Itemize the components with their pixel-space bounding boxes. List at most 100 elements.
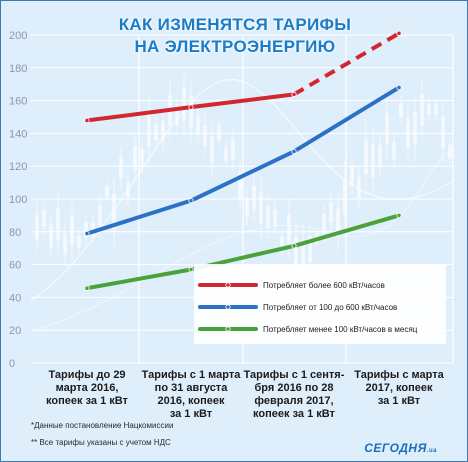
x-tick-label: Тарифы с марта 2017, копеек за 1 кВт	[347, 369, 451, 408]
candle-body	[343, 178, 347, 214]
candle-body	[364, 139, 368, 175]
candle-body	[392, 142, 396, 160]
candle-body	[420, 94, 424, 127]
candle-body	[434, 103, 438, 115]
candle-body	[196, 116, 200, 134]
chart-lines	[84, 30, 402, 291]
x-tick-label-line: за 1 кВт	[169, 408, 213, 420]
candle-body	[182, 87, 186, 122]
candle-body	[385, 112, 389, 144]
x-tick-label-line: Тарифы с 1 сентя-	[243, 369, 345, 381]
candle-body	[336, 208, 340, 238]
candle-body	[42, 210, 46, 227]
candle-body	[441, 116, 445, 149]
y-tick-label: 80	[9, 227, 21, 239]
candle-body	[287, 213, 291, 244]
candle-body	[105, 186, 109, 198]
candle-body	[133, 146, 137, 171]
x-tick-label: Тарифы с 1 марта по 31 августа 2016, копее…	[139, 369, 243, 421]
candle-body	[259, 191, 263, 224]
candle-body	[147, 111, 151, 147]
candle-body	[252, 186, 256, 209]
x-tick-label-line: по 31 августа	[154, 382, 228, 394]
decorative-background	[30, 70, 454, 332]
data-point	[84, 117, 90, 124]
legend-swatch-dot	[225, 282, 231, 288]
brand-logo: СЕГОДНЯ.ua	[364, 441, 437, 455]
candle-body	[301, 241, 305, 275]
candle-body	[238, 172, 242, 199]
candle-body	[448, 144, 452, 159]
candle-body	[49, 224, 53, 248]
trend-curve	[30, 78, 454, 302]
x-tick-label-line: марта 2016,	[55, 382, 119, 394]
legend-swatch-dot	[225, 304, 231, 310]
x-tick-label-line: копеек за 1 кВт	[253, 408, 335, 420]
y-tick-label: 20	[9, 325, 21, 337]
candle-body	[154, 124, 158, 141]
x-tick-label: Тарифы до 29 марта 2016, копеек за 1 кВт	[35, 369, 139, 408]
x-tick-label: Тарифы с 1 сентя-бря 2016 по 28 февраля 2…	[242, 369, 346, 421]
data-point	[84, 231, 90, 237]
series-line	[85, 85, 401, 236]
candle-body	[245, 198, 249, 217]
candle-body	[140, 149, 144, 167]
candle-body	[112, 194, 116, 230]
candle-body	[350, 165, 354, 186]
x-tick-label-line: бря 2016 по 28	[254, 382, 334, 394]
candle-body	[224, 148, 228, 162]
x-tick-label-line: Тарифы с 1 марта	[141, 369, 241, 381]
brand-name: СЕГОДНЯ	[364, 441, 427, 455]
data-point	[396, 84, 402, 91]
x-tick-label-line: Тарифы с марта	[354, 369, 444, 381]
candle-body	[308, 236, 312, 263]
y-tick-label: 200	[9, 30, 27, 42]
y-tick-label: 60	[9, 260, 21, 272]
candle-body	[357, 177, 361, 199]
chart-legend: Потребляет более 600 кВт/часов Потребляет…	[194, 264, 446, 344]
data-point	[291, 91, 297, 97]
candle-body	[189, 95, 193, 129]
legend-label: Потребляет менее 100 кВт/часов в месяц	[263, 325, 418, 334]
candle-body	[70, 215, 74, 246]
candle-body	[175, 106, 179, 126]
y-tick-label: 100	[9, 194, 27, 206]
source-note: *Данные постановление Нацкомиссии	[31, 421, 174, 430]
x-tick-label-line: 2016, копеек	[157, 395, 225, 407]
candle-body	[84, 221, 88, 239]
candle-body	[217, 124, 221, 141]
candle-body	[406, 118, 410, 147]
legend-swatch-dot	[225, 326, 231, 332]
y-tick-label: 140	[9, 128, 27, 140]
candle-body	[119, 157, 123, 179]
data-point	[188, 198, 194, 204]
data-point	[291, 148, 297, 155]
candle-body	[322, 214, 326, 234]
candle-body	[35, 215, 39, 240]
data-point	[188, 266, 194, 273]
candle-body	[294, 237, 298, 273]
chart-subtitle: НА ЭЛЕКТРОЭНЕРГИЮ	[134, 37, 336, 56]
legend-label: Потребляет более 600 кВт/часов	[263, 281, 385, 290]
candle-body	[266, 206, 270, 228]
data-point	[396, 212, 402, 218]
y-tick-label: 120	[9, 161, 27, 173]
candle-body	[329, 202, 333, 223]
candle-body	[161, 120, 165, 140]
x-tick-label-line: копеек за 1 кВт	[46, 395, 128, 407]
data-point	[188, 104, 194, 110]
x-tick-label-line: за 1 кВт	[377, 395, 421, 407]
legend-label: Потребляет от 100 до 600 кВт/часов	[263, 303, 397, 312]
candle-body	[413, 111, 417, 145]
x-tick-label-line: февраля 2017,	[254, 395, 334, 407]
vat-note: ** Все тарифы указаны с учетом НДС	[31, 438, 171, 447]
candle-body	[371, 144, 375, 178]
candle-body	[399, 102, 403, 117]
chart-title: КАК ИЗМЕНЯТСЯ ТАРИФЫ	[118, 15, 352, 34]
y-tick-label: 160	[9, 96, 27, 108]
candle-body	[56, 207, 60, 241]
candle-body	[210, 135, 214, 163]
trend-curve	[30, 150, 454, 332]
y-tick-label: 0	[9, 358, 15, 370]
